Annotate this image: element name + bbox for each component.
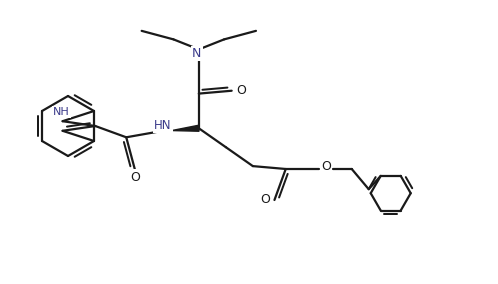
Text: O: O: [237, 84, 247, 97]
Polygon shape: [172, 125, 199, 131]
Text: NH: NH: [53, 107, 70, 117]
Text: O: O: [130, 171, 140, 184]
Text: N: N: [192, 47, 202, 60]
Text: O: O: [321, 160, 331, 174]
Text: O: O: [260, 193, 270, 206]
Text: HN: HN: [154, 119, 171, 132]
